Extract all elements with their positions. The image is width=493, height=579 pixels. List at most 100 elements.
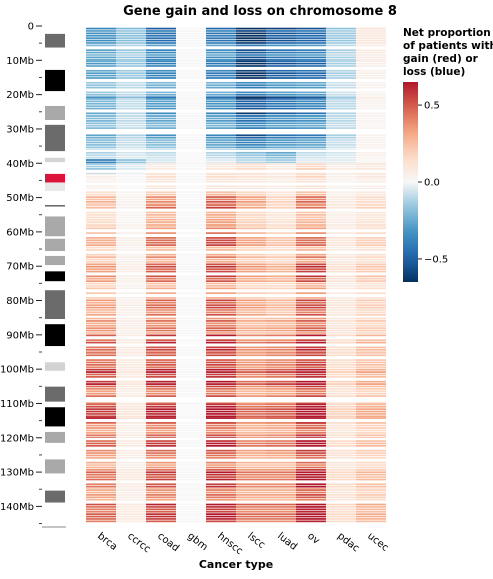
heatmap-cell <box>296 332 326 334</box>
heatmap-cell <box>356 464 386 466</box>
heatmap-cell <box>206 496 236 499</box>
heatmap-cell <box>176 359 206 361</box>
heatmap-cell <box>176 280 206 283</box>
heatmap-cell <box>146 371 176 373</box>
heatmap-cell <box>176 146 206 149</box>
heatmap-cell <box>296 329 326 332</box>
heatmap-cell <box>266 513 296 516</box>
heatmap-cell <box>236 483 266 486</box>
heatmap-cell <box>236 191 266 194</box>
heatmap-cell <box>266 268 296 270</box>
heatmap-cell <box>236 265 266 268</box>
heatmap-cell <box>86 65 116 67</box>
heatmap-cell <box>266 178 296 181</box>
heatmap-cell <box>146 154 176 157</box>
heatmap-cell <box>176 151 206 154</box>
heatmap-cell <box>206 346 236 349</box>
x-tick-label: pdac <box>335 531 361 555</box>
heatmap-cell <box>266 427 296 429</box>
heatmap-cell <box>356 332 386 334</box>
heatmap-cell <box>206 44 236 47</box>
heatmap-cell <box>116 287 146 290</box>
heatmap-cell <box>206 27 236 30</box>
heatmap-cell <box>296 185 326 188</box>
heatmap-cell <box>326 403 356 406</box>
heatmap-cell <box>326 270 356 273</box>
heatmap-cell <box>266 292 296 295</box>
heatmap-cell <box>296 366 326 369</box>
heatmap-cell <box>86 496 116 499</box>
heatmap-cell <box>116 141 146 144</box>
heatmap-cell <box>206 287 236 290</box>
heatmap-cell <box>356 77 386 79</box>
heatmap-cell <box>266 478 296 481</box>
heatmap-cell <box>266 373 296 376</box>
heatmap-cell <box>266 232 296 234</box>
heatmap-cell <box>356 317 386 320</box>
heatmap-cell <box>206 221 236 223</box>
heatmap-cell <box>326 364 356 366</box>
heatmap-cell <box>146 37 176 40</box>
heatmap-cell <box>116 239 146 242</box>
heatmap-cell <box>206 139 236 141</box>
heatmap-cell <box>356 139 386 141</box>
heatmap-cell <box>146 503 176 506</box>
heatmap-cell <box>296 191 326 194</box>
heatmap-cell <box>86 359 116 361</box>
y-tick-label: 80Mb <box>6 296 34 307</box>
heatmap-cell <box>356 44 386 47</box>
heatmap-cell <box>206 156 236 159</box>
heatmap-cell <box>326 282 356 285</box>
heatmap-cell <box>326 127 356 129</box>
heatmap-cell <box>176 100 206 103</box>
heatmap-cell <box>176 434 206 437</box>
heatmap-cell <box>236 239 266 242</box>
cytoband <box>45 370 65 387</box>
heatmap-cell <box>176 102 206 105</box>
heatmap-cell <box>236 270 266 273</box>
heatmap-cell <box>176 327 206 330</box>
heatmap-cell <box>266 415 296 418</box>
heatmap-cell <box>266 112 296 115</box>
heatmap-cell <box>116 317 146 320</box>
heatmap-cell <box>266 506 296 508</box>
heatmap-cell <box>86 37 116 40</box>
heatmap-cell <box>206 120 236 122</box>
heatmap-cell <box>86 402 116 404</box>
heatmap-cell <box>116 51 146 54</box>
heatmap-cell <box>146 351 176 354</box>
heatmap-cell <box>266 241 296 244</box>
heatmap-cell <box>356 134 386 137</box>
heatmap-cell <box>296 348 326 351</box>
heatmap-cell <box>86 461 116 464</box>
heatmap-cell <box>86 299 116 302</box>
heatmap-cell <box>236 515 266 518</box>
heatmap-cell <box>326 84 356 87</box>
heatmap-cell <box>236 62 266 65</box>
heatmap-cell <box>146 299 176 302</box>
heatmap-cell <box>146 513 176 516</box>
x-tick-label: gbm <box>185 531 209 553</box>
heatmap-cell <box>146 373 176 376</box>
heatmap-cell <box>356 30 386 32</box>
heatmap-cell <box>146 351 176 352</box>
heatmap-cell <box>86 146 116 149</box>
heatmap-cell <box>176 156 206 159</box>
heatmap-cell <box>236 51 266 54</box>
heatmap-cell <box>236 488 266 490</box>
heatmap-cell <box>326 280 356 283</box>
heatmap-cell <box>86 151 116 154</box>
cytoband <box>45 401 65 408</box>
heatmap-cell <box>176 471 206 474</box>
heatmap-cell <box>116 105 146 107</box>
heatmap-cell <box>86 124 116 127</box>
heatmap-cell <box>86 392 116 395</box>
heatmap-cell <box>356 204 386 207</box>
heatmap-cell <box>116 456 146 459</box>
heatmap-cell <box>236 498 266 501</box>
heatmap-cell <box>236 464 266 466</box>
heatmap-cell <box>296 270 326 273</box>
heatmap-cell <box>236 466 266 469</box>
heatmap-cell <box>116 518 146 520</box>
heatmap-cell <box>116 434 146 437</box>
